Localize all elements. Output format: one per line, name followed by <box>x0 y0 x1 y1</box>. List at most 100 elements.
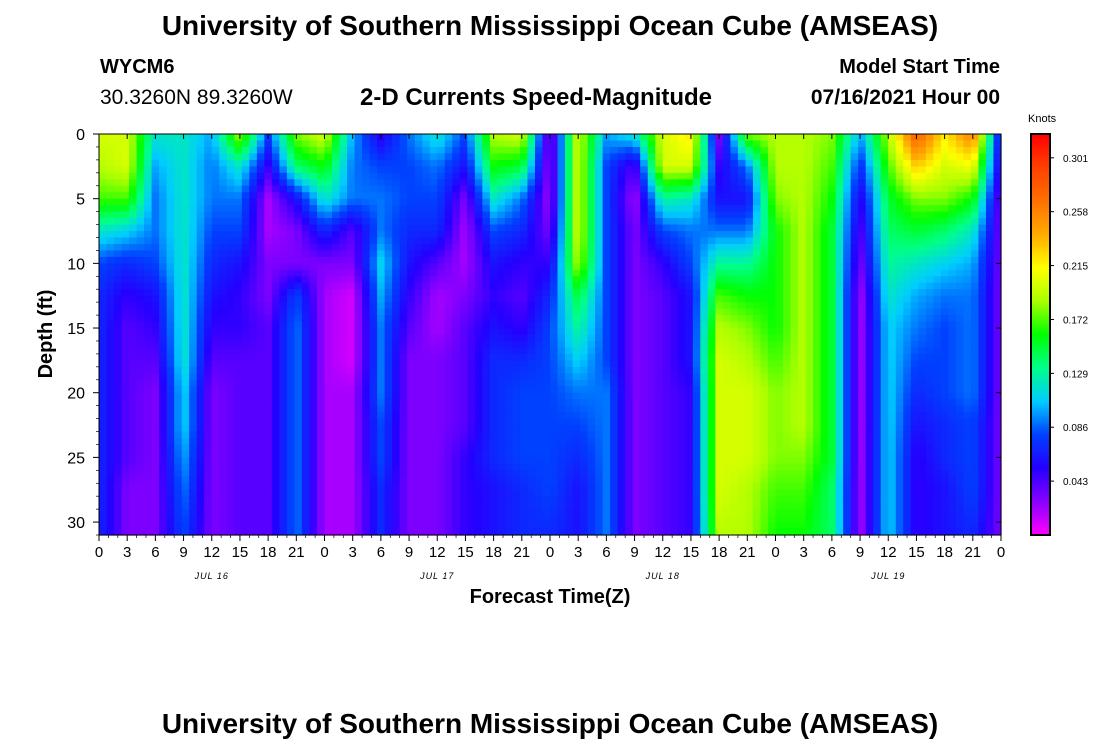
heatmap-cell <box>362 185 371 193</box>
heatmap-cell <box>580 179 589 187</box>
heatmap-cell <box>347 328 356 336</box>
heatmap-cell <box>234 315 243 323</box>
heatmap-cell <box>595 509 604 517</box>
heatmap-cell <box>444 269 453 277</box>
heatmap-cell <box>151 231 160 239</box>
heatmap-cell <box>459 347 468 355</box>
heatmap-cell <box>309 289 318 297</box>
heatmap-cell <box>587 489 596 497</box>
heatmap-cell <box>595 185 604 193</box>
heatmap-cell <box>587 457 596 465</box>
heatmap-cell <box>655 282 664 290</box>
heatmap-cell <box>670 205 679 213</box>
heatmap-cell <box>504 256 514 264</box>
heatmap-cell <box>136 250 145 258</box>
heatmap-cell <box>655 353 664 361</box>
heatmap-cell <box>369 405 378 413</box>
heatmap-cell <box>482 218 491 226</box>
heatmap-cell <box>527 353 536 361</box>
heatmap-cell <box>474 483 483 491</box>
heatmap-cell <box>189 231 198 239</box>
heatmap-cell <box>580 515 589 523</box>
heatmap-cell <box>489 146 498 155</box>
heatmap-cell <box>294 179 303 187</box>
heatmap-cell <box>114 315 123 323</box>
heatmap-cell <box>129 470 138 478</box>
heatmap-cell <box>362 179 371 187</box>
heatmap-cell <box>271 418 280 426</box>
heatmap-cell <box>640 185 649 193</box>
heatmap-cell <box>692 457 701 465</box>
heatmap-cell <box>407 366 416 374</box>
heatmap-cell <box>580 405 589 413</box>
heatmap-cell <box>249 185 258 193</box>
heatmap-cell <box>595 431 604 439</box>
heatmap-cell <box>572 463 581 471</box>
heatmap-cell <box>309 198 318 206</box>
heatmap-cell <box>384 515 393 523</box>
heatmap-cell <box>692 431 701 439</box>
heatmap-cell <box>347 437 356 446</box>
heatmap-cell <box>286 179 296 187</box>
heatmap-cell <box>580 476 589 484</box>
heatmap-cell <box>685 224 694 232</box>
heatmap-cell <box>617 502 626 510</box>
heatmap-cell <box>519 134 529 142</box>
heatmap-cell <box>565 379 574 387</box>
heatmap-cell <box>452 457 461 465</box>
heatmap-cell <box>211 185 220 193</box>
heatmap-cell <box>452 450 461 458</box>
heatmap-cell <box>662 399 671 407</box>
heatmap-cell <box>444 437 453 446</box>
heatmap-cell <box>384 509 393 517</box>
heatmap-cell <box>647 218 656 226</box>
heatmap-cell <box>286 237 296 245</box>
heatmap-cell <box>392 360 401 368</box>
heatmap-cell <box>527 425 536 433</box>
heatmap-cell <box>655 198 664 206</box>
heatmap-cell <box>677 243 686 252</box>
heatmap-cell <box>452 528 461 536</box>
heatmap-cell <box>301 489 311 497</box>
heatmap-cell <box>189 528 198 536</box>
heatmap-cell <box>677 528 686 536</box>
heatmap-cell <box>144 179 153 187</box>
heatmap-cell <box>354 470 363 478</box>
heatmap-cell <box>377 140 386 148</box>
heatmap-cell <box>572 399 581 407</box>
heatmap-cell <box>550 373 559 381</box>
heatmap-cell <box>114 224 123 232</box>
heatmap-cell <box>204 399 213 407</box>
heatmap-cell <box>519 211 529 219</box>
heatmap-cell <box>670 528 679 536</box>
heatmap-cell <box>662 483 671 491</box>
heatmap-cell <box>677 489 686 497</box>
heatmap-cell <box>279 444 288 452</box>
heatmap-cell <box>166 185 175 193</box>
heatmap-cell <box>136 509 145 517</box>
heatmap-cell <box>392 463 401 471</box>
heatmap-cell <box>459 522 468 530</box>
heatmap-cell <box>414 328 423 336</box>
heatmap-cell <box>467 282 476 290</box>
heatmap-cell <box>377 276 386 284</box>
heatmap-cell <box>497 444 506 452</box>
heatmap-cell <box>159 231 168 239</box>
heatmap-cell <box>512 386 521 394</box>
heatmap-cell <box>219 321 228 329</box>
heatmap-cell <box>234 134 243 142</box>
heatmap-cell <box>332 250 341 258</box>
heatmap-cell <box>602 166 611 174</box>
heatmap-cell <box>610 522 619 530</box>
heatmap-cell <box>392 295 401 303</box>
heatmap-cell <box>467 179 476 187</box>
heatmap-cell <box>256 360 265 368</box>
heatmap-cell <box>610 502 619 510</box>
heatmap-cell <box>211 308 220 316</box>
heatmap-cell <box>136 205 145 213</box>
heatmap-cell <box>99 502 108 510</box>
heatmap-cell <box>534 347 544 355</box>
heatmap-cell <box>234 302 243 310</box>
heatmap-cell <box>106 263 115 271</box>
heatmap-cell <box>452 502 461 510</box>
